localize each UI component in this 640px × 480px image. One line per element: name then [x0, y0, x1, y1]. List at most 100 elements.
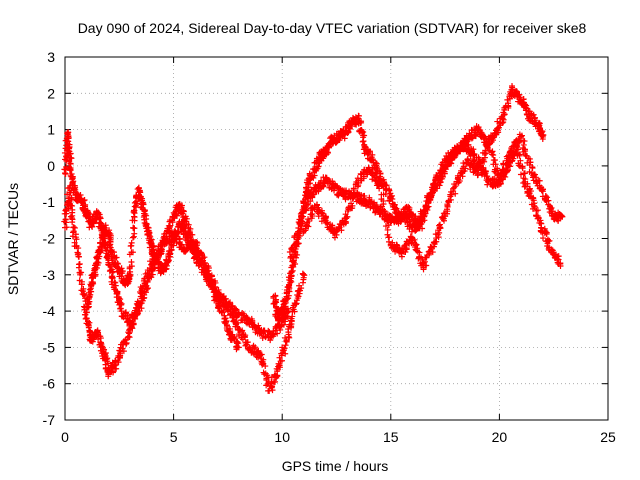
- y-tick-label: -4: [43, 303, 56, 319]
- y-tick-label: -1: [43, 194, 56, 210]
- data-sample: [234, 319, 241, 326]
- data-sample: [117, 349, 124, 356]
- data-sample: [437, 179, 444, 186]
- data-sample: [131, 230, 138, 237]
- data-sample: [484, 140, 491, 147]
- data-sample: [67, 182, 74, 189]
- data-sample: [293, 254, 300, 261]
- data-sample: [295, 232, 302, 239]
- data-sample: [424, 199, 431, 206]
- data-sample: [373, 163, 380, 170]
- data-sample: [299, 270, 306, 277]
- data-sample: [89, 279, 96, 286]
- data-sample: [504, 159, 511, 166]
- data-sample: [421, 258, 428, 265]
- data-sample: [385, 222, 392, 229]
- data-sample: [289, 313, 296, 320]
- y-tick-label: -7: [43, 412, 56, 428]
- data-sample: [509, 149, 516, 156]
- data-sample: [408, 228, 415, 235]
- data-sample: [80, 285, 87, 292]
- data-sample: [538, 225, 545, 232]
- data-sample: [285, 331, 292, 338]
- data-sample: [448, 191, 455, 198]
- data-sample: [318, 218, 325, 225]
- data-sample: [244, 314, 251, 321]
- data-sample: [165, 258, 172, 265]
- data-sample: [482, 170, 489, 177]
- data-sample: [405, 214, 412, 221]
- data-sample: [417, 214, 424, 221]
- data-sample: [530, 195, 537, 202]
- data-sample: [521, 170, 528, 177]
- data-sample: [294, 229, 301, 236]
- data-sample: [468, 135, 475, 142]
- y-tick-label: -5: [43, 339, 56, 355]
- data-point: [496, 177, 503, 184]
- data-sample: [271, 300, 278, 307]
- data-sample: [194, 240, 201, 247]
- data-sample: [179, 210, 186, 217]
- data-sample: [242, 342, 249, 349]
- data-sample: [286, 282, 293, 289]
- data-sample: [136, 189, 143, 196]
- data-sample: [84, 318, 91, 325]
- data-sample: [78, 281, 85, 288]
- data-sample: [241, 334, 248, 341]
- data-sample: [277, 358, 284, 365]
- data-sample: [127, 243, 134, 250]
- data-sample: [95, 331, 102, 338]
- data-sample: [290, 247, 297, 254]
- data-sample: [286, 279, 293, 286]
- data-sample: [319, 210, 326, 217]
- data-sample: [83, 315, 90, 322]
- data-sample: [278, 352, 285, 359]
- data-sample: [521, 138, 528, 145]
- data-sample: [128, 249, 135, 256]
- data-sample: [128, 239, 135, 246]
- data-sample: [529, 165, 536, 172]
- data-sample: [522, 101, 529, 108]
- data-sample: [543, 231, 550, 238]
- data-sample: [534, 207, 541, 214]
- data-point: [557, 260, 564, 267]
- data-sample: [481, 158, 488, 165]
- data-sample: [406, 206, 413, 213]
- data-sample: [409, 237, 416, 244]
- data-sample: [380, 191, 387, 198]
- data-sample: [516, 152, 523, 159]
- data-sample: [369, 176, 376, 183]
- data-point: [539, 133, 546, 140]
- data-sample: [376, 185, 383, 192]
- data-sample: [227, 311, 234, 318]
- data-sample: [330, 230, 337, 237]
- series-arc-3: [83, 184, 242, 353]
- data-sample: [464, 156, 471, 163]
- data-sample: [293, 297, 300, 304]
- data-sample: [429, 249, 436, 256]
- data-sample: [262, 363, 269, 370]
- y-tick-label: 2: [47, 85, 55, 101]
- data-sample: [437, 225, 444, 232]
- data-sample: [462, 165, 469, 172]
- data-sample: [464, 144, 471, 151]
- data-sample: [237, 327, 244, 334]
- chart-title: Day 090 of 2024, Sidereal Day-to-day VTE…: [78, 20, 587, 36]
- data-sample: [255, 347, 262, 354]
- data-sample: [555, 217, 562, 224]
- data-sample: [88, 281, 95, 288]
- data-sample: [187, 225, 194, 232]
- data-sample: [447, 160, 454, 167]
- data-sample: [223, 324, 230, 331]
- axis-ticks: 0 5 10 15 20 25 -7 -6 -5 -4 -3 -2 -1 0 1 2 3: [43, 49, 616, 445]
- data-sample: [233, 306, 240, 313]
- data-sample: [427, 189, 434, 196]
- data-sample: [211, 287, 218, 294]
- data-sample: [294, 251, 301, 258]
- data-sample: [173, 212, 180, 219]
- data-sample: [205, 274, 212, 281]
- data-point: [70, 228, 77, 235]
- data-sample: [381, 208, 388, 215]
- data-sample: [453, 150, 460, 157]
- data-sample: [543, 198, 550, 205]
